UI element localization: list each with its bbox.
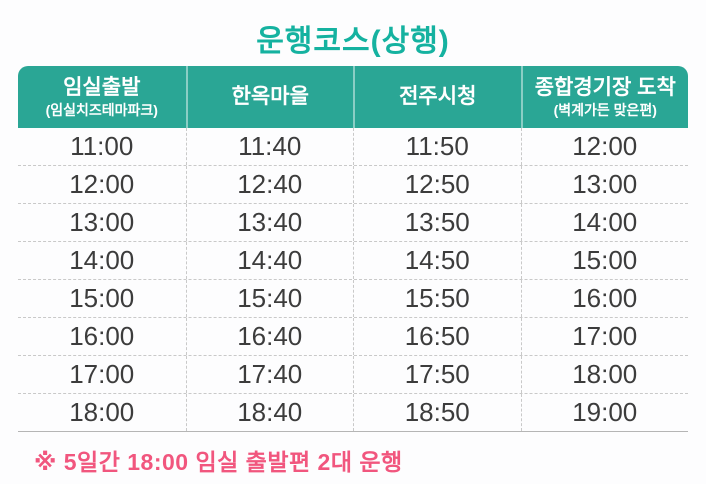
header-cell-label: 임실출발: [63, 75, 141, 99]
table-cell: 11:00: [70, 131, 134, 161]
table-cell: 12:00: [520, 128, 689, 165]
schedule-table: 임실출발 (임실치즈테마파크) 한옥마을 전주시청 종합경기장 도착 (벽계가든 맞은편)…: [18, 66, 688, 432]
footnote: ※ 5일간 18:00 임실 출발편 2대 운행: [34, 449, 403, 475]
page-title: 운행코스(상행): [256, 25, 450, 58]
table-cell: 18:00: [69, 397, 135, 427]
header-cell-label: 종합경기장 도착: [534, 75, 676, 99]
table-cell: 16:00: [520, 280, 689, 317]
table-cell: 14:00: [520, 204, 689, 241]
table-cell: 11:50: [353, 128, 521, 165]
table-cell: 13:50: [353, 204, 521, 241]
table-row: 12:00 12:40 12:50 13:00: [18, 165, 688, 203]
table-row: 16:00 16:40 16:50 17:00: [18, 317, 688, 355]
table-cell: 13:00: [69, 207, 135, 237]
header-cell-sublabel: (벽계가든 맞은편): [553, 102, 657, 119]
table-cell: 13:00: [520, 166, 689, 203]
header-cell-label: 전주시청: [399, 84, 477, 108]
table-cell: 19:00: [520, 394, 689, 431]
table-cell: 18:40: [185, 394, 354, 431]
header-cell: 종합경기장 도착 (벽계가든 맞은편): [520, 66, 689, 128]
table-cell: 16:50: [353, 318, 521, 355]
table-cell: 11:40: [185, 128, 354, 165]
table-cell: 13:40: [185, 204, 354, 241]
header-cell: 임실출발 (임실치즈테마파크): [18, 66, 186, 128]
table-row: 13:00 13:40 13:50 14:00: [18, 203, 688, 241]
table-row: 17:00 17:40 17:50 18:00: [18, 355, 688, 393]
table-row: 14:00 14:40 14:50 15:00: [18, 241, 688, 279]
table-cell: 14:00: [69, 245, 135, 275]
table-cell: 14:50: [353, 242, 521, 279]
table-header-row: 임실출발 (임실치즈테마파크) 한옥마을 전주시청 종합경기장 도착 (벽계가든 맞은편): [18, 66, 688, 128]
header-cell-label: 한옥마을: [231, 84, 309, 108]
table-cell: 14:40: [185, 242, 354, 279]
table-cell: 12:40: [185, 166, 354, 203]
table-cell: 15:00: [520, 242, 689, 279]
table-row: 11:00 11:40 11:50 12:00: [18, 128, 688, 165]
table-cell: 18:00: [520, 356, 689, 393]
table-cell: 15:00: [69, 283, 135, 313]
header-cell: 한옥마을: [185, 66, 354, 128]
table-cell: 17:00: [520, 318, 689, 355]
table-cell: 15:50: [353, 280, 521, 317]
table-row: 15:00 15:40 15:50 16:00: [18, 279, 688, 317]
table-cell: 17:40: [185, 356, 354, 393]
table-cell: 17:00: [69, 359, 135, 389]
table-cell: 12:50: [353, 166, 521, 203]
table-cell: 16:40: [185, 318, 354, 355]
table-row: 18:00 18:40 18:50 19:00: [18, 393, 688, 431]
table-cell: 18:50: [353, 394, 521, 431]
table-body: 11:00 11:40 11:50 12:00 12:00 12:40 12:50 13:00…: [18, 128, 688, 432]
header-cell: 전주시청: [353, 66, 521, 128]
table-cell: 17:50: [353, 356, 521, 393]
header-cell-sublabel: (임실치즈테마파크): [45, 102, 158, 119]
table-cell: 16:00: [69, 321, 135, 351]
table-cell: 15:40: [185, 280, 354, 317]
table-cell: 12:00: [69, 169, 135, 199]
